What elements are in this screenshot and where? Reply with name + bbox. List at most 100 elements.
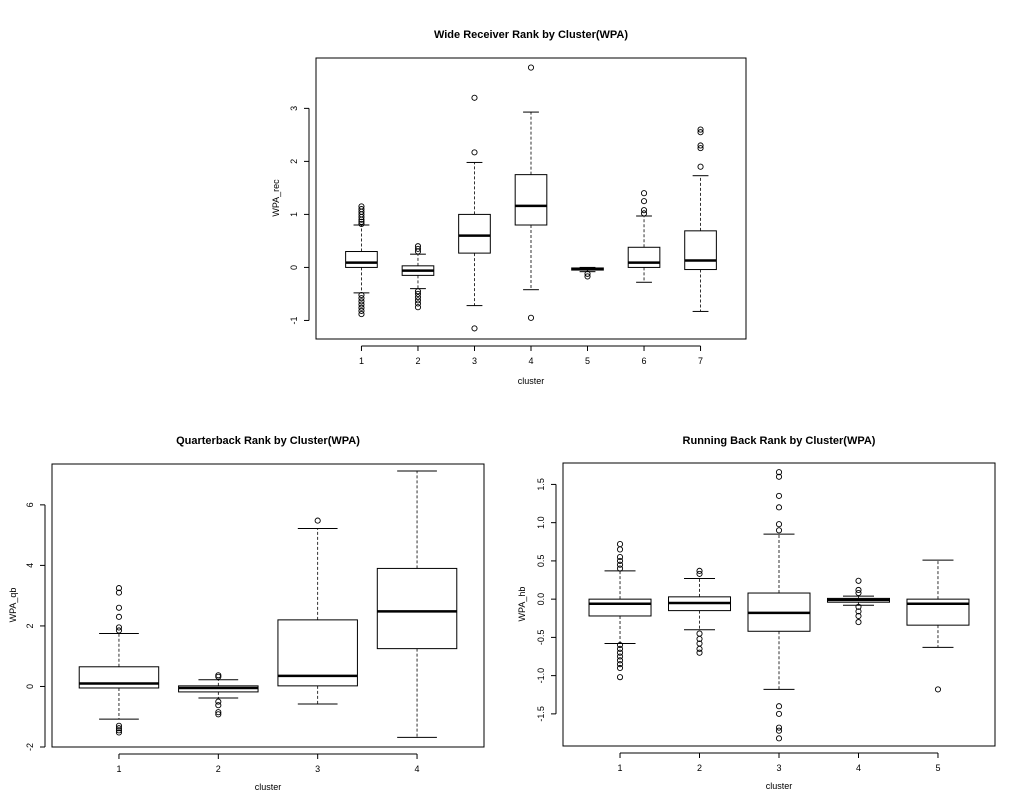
outlier-point [855,603,862,610]
y-tick-label: 0 [25,684,35,689]
outlier-point [358,298,365,305]
outlier-point [471,325,478,332]
outlier-point [696,645,703,652]
y-tick-label: -1.0 [536,668,546,684]
y-axis-label: WPA_rec [271,179,281,217]
outlier-point [697,145,704,152]
outlier-point [414,304,422,311]
outlier-point [115,627,123,634]
outlier-point [358,220,365,227]
outlier-point [855,612,862,620]
outlier-point [115,722,123,729]
outlier-point [358,203,365,210]
x-tick-label: 2 [415,356,420,366]
x-tick-label: 5 [935,763,940,773]
box-marks: 1 2 3 4 5 6 7 -1 0 1 2 3 [289,64,717,366]
y-tick-label: 1.5 [536,478,546,491]
plot-frame [562,462,996,747]
outlier-point [115,725,123,732]
outlier-point [616,645,624,652]
outlier-point [115,727,123,734]
y-tick-label: 2 [25,623,35,628]
outlier-point [855,586,862,594]
y-tick-label: 1.0 [536,516,546,529]
outlier-point [215,672,222,679]
outlier-point [616,541,624,548]
box-4 [376,567,458,650]
x-tick-label: 1 [618,763,623,773]
outlier-point [115,585,123,592]
quarterback-chart: Quarterback Rank by Cluster(WPA) cluster… [8,435,485,792]
outlier-point [414,300,422,307]
outlier-point [775,527,783,534]
outlier-point [215,709,222,716]
box-marks: 1 2 3 4 5 -1.5 -1.0 -0.5 0.0 0.5 1.0 1.5 [536,469,970,773]
chart-title: Quarterback Rank by Cluster(WPA) [176,435,360,447]
outlier-point [616,649,624,656]
outlier-point [616,657,624,664]
outlier-point [215,711,222,718]
outlier-point [775,727,783,734]
box-1 [345,251,378,268]
outlier-point [616,653,624,660]
x-tick-label: 1 [359,356,364,366]
outlier-point [855,608,862,615]
outlier-point [640,207,648,214]
outlier-point [616,661,624,668]
outlier-point [775,473,783,480]
wide-receiver-chart: Wide Receiver Rank by Cluster(WPA) clust… [271,29,747,386]
outlier-point [414,294,422,301]
outlier-point [775,703,783,710]
box-6 [627,246,661,268]
outlier-point [414,243,422,250]
outlier-point [640,198,648,205]
outlier-point [696,630,703,637]
outlier-point [696,649,703,656]
outlier-point [616,674,624,681]
outlier-point [358,307,365,314]
outlier-point [584,270,591,277]
outlier-point [584,273,591,280]
chart-title: Wide Receiver Rank by Cluster(WPA) [434,29,628,41]
outlier-point [616,664,624,672]
outlier-point [215,698,222,705]
outlier-point [775,504,783,511]
y-tick-label: 0.0 [536,593,546,606]
y-tick-label: 2 [289,159,299,164]
x-axis-label: cluster [518,376,545,386]
outlier-point [215,702,222,709]
outlier-point [855,577,862,584]
x-axis-label: cluster [766,781,793,791]
y-axis-label: WPA_qb [8,588,18,623]
x-tick-label: 3 [472,356,477,366]
x-tick-label: 1 [116,764,121,774]
outlier-point [775,521,783,528]
outlier-point [775,724,783,731]
box-1 [78,666,160,689]
x-tick-label: 4 [856,763,861,773]
outlier-point [697,142,704,149]
x-tick-label: 2 [216,764,221,774]
outlier-point [414,297,422,304]
x-tick-label: 4 [528,356,533,366]
outlier-point [855,589,862,597]
box-7 [684,230,717,271]
y-axis-label: WPA_hb [517,587,527,622]
outlier-point [471,94,478,101]
outlier-point [358,304,365,311]
outlier-point [640,210,648,217]
outlier-point [527,64,535,71]
y-tick-label: 6 [25,502,35,507]
outlier-point [616,546,624,553]
outlier-point [934,686,942,693]
outlier-point [358,206,365,213]
outlier-point [855,619,862,626]
outlier-point [616,554,624,561]
outlier-point [314,517,321,524]
outlier-point [616,561,624,568]
x-tick-label: 4 [415,764,420,774]
outlier-point [115,589,123,596]
outlier-point [471,149,478,156]
box-4 [514,174,548,226]
